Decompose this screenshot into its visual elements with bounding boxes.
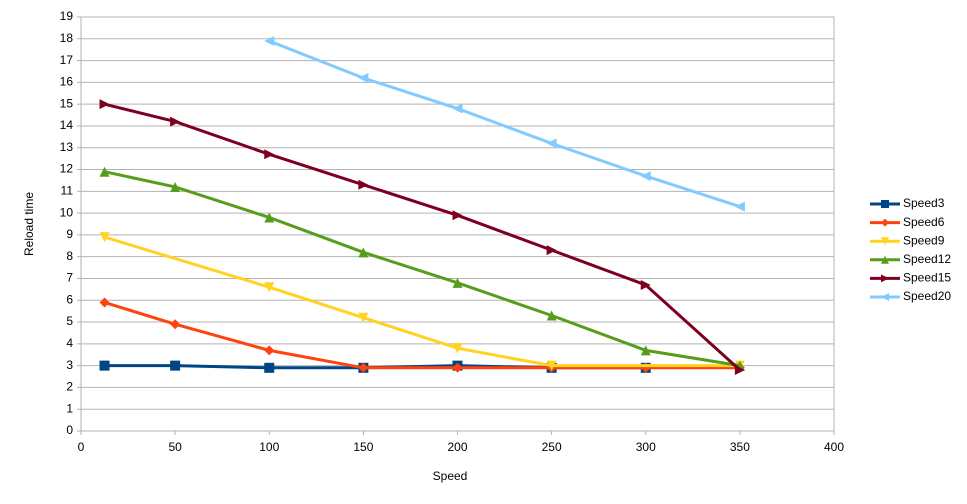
data-point [734, 364, 745, 375]
y-tick-label: 13 [60, 140, 74, 154]
data-point [170, 181, 181, 192]
series-line [104, 102, 741, 372]
data-point [358, 362, 369, 373]
data-point [640, 345, 651, 356]
legend-marker [881, 200, 889, 208]
data-point [358, 247, 369, 258]
data-point [170, 319, 181, 330]
x-tick-label: 300 [636, 440, 656, 454]
y-tick-label: 12 [60, 162, 74, 176]
data-point [546, 310, 557, 321]
data-point [452, 277, 463, 288]
x-tick-label: 50 [168, 440, 182, 454]
data-point [99, 360, 110, 371]
legend-label: Speed3 [903, 196, 945, 210]
data-point [99, 232, 110, 243]
data-point [99, 99, 110, 110]
data-point [170, 360, 181, 371]
y-tick-label: 19 [60, 9, 74, 23]
data-point [264, 282, 275, 293]
y-tick-label: 14 [60, 118, 74, 132]
series-line [104, 235, 740, 368]
legend-marker [881, 218, 889, 227]
data-point [452, 210, 463, 221]
y-tick-label: 10 [60, 205, 74, 219]
data-point [264, 149, 275, 160]
data-point [546, 138, 557, 149]
legend-marker [881, 237, 889, 246]
y-tick-label: 7 [66, 271, 73, 285]
legend-marker [881, 255, 889, 264]
legend-marker [881, 293, 889, 301]
x-tick-label: 250 [542, 440, 562, 454]
y-tick-label: 18 [60, 31, 74, 45]
data-point [264, 362, 275, 373]
data-point [452, 103, 463, 114]
y-axis-label: Reload time [22, 192, 36, 256]
data-point [452, 362, 463, 373]
series-line [268, 39, 741, 208]
y-tick-label: 16 [60, 75, 74, 89]
data-point [640, 171, 651, 182]
y-tick-label: 1 [66, 401, 73, 415]
y-tick-label: 4 [66, 336, 73, 350]
data-point [358, 312, 369, 323]
y-tick-label: 3 [66, 358, 73, 372]
data-point [99, 297, 110, 308]
x-tick-label: 400 [824, 440, 844, 454]
data-point [358, 73, 369, 84]
x-tick-label: 350 [730, 440, 750, 454]
data-point [170, 116, 181, 127]
y-tick-label: 8 [66, 249, 73, 263]
data-point [452, 343, 463, 354]
data-point [264, 212, 275, 223]
data-point [358, 179, 369, 190]
y-tick-label: 6 [66, 292, 73, 306]
legend-label: Speed15 [903, 271, 951, 285]
data-point [264, 345, 275, 356]
y-tick-label: 5 [66, 314, 73, 328]
x-tick-label: 0 [78, 440, 85, 454]
y-tick-label: 15 [60, 96, 74, 110]
data-point [640, 280, 651, 291]
x-tick-label: 100 [259, 440, 279, 454]
x-axis-label: Speed [433, 469, 468, 483]
legend-label: Speed6 [903, 215, 945, 229]
data-point [99, 166, 110, 177]
data-point [546, 360, 557, 371]
plot-frame [80, 16, 835, 432]
y-tick-label: 0 [66, 423, 73, 437]
series-line [104, 170, 741, 368]
legend-label: Speed9 [903, 233, 945, 247]
x-tick-label: 200 [447, 440, 467, 454]
y-tick-label: 2 [66, 380, 73, 394]
legend-marker [881, 274, 889, 283]
y-tick-label: 11 [61, 183, 74, 197]
data-point [546, 245, 557, 256]
y-tick-label: 9 [66, 227, 73, 241]
data-point [734, 201, 745, 212]
data-point [264, 35, 275, 46]
legend-label: Speed12 [903, 252, 951, 266]
legend-label: Speed20 [903, 289, 951, 303]
series-line [104, 301, 740, 370]
y-tick-label: 17 [60, 53, 74, 67]
x-tick-label: 150 [353, 440, 373, 454]
